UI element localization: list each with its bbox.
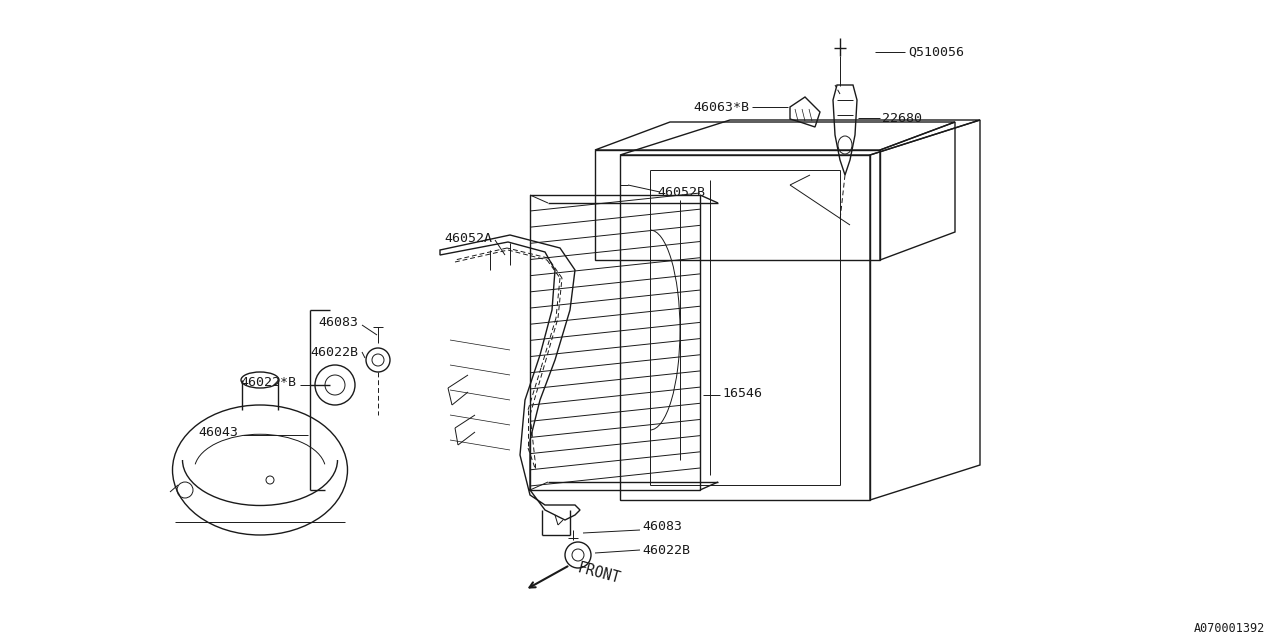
Text: Q510056: Q510056 [908, 45, 964, 58]
Text: FRONT: FRONT [576, 561, 622, 587]
Text: 46022B: 46022B [310, 346, 358, 358]
Text: 46083: 46083 [643, 520, 682, 534]
Text: 46022*B: 46022*B [241, 376, 296, 388]
Text: 22680: 22680 [882, 111, 922, 125]
Text: A070001392: A070001392 [1194, 621, 1265, 634]
Text: 46063*B: 46063*B [692, 100, 749, 113]
Text: 46052B: 46052B [657, 186, 705, 198]
Text: 16546: 16546 [722, 387, 762, 399]
Text: 46043: 46043 [198, 426, 238, 438]
Circle shape [266, 476, 274, 484]
Text: 46052A: 46052A [444, 232, 492, 244]
Text: 46083: 46083 [317, 316, 358, 328]
Text: 46022B: 46022B [643, 543, 690, 557]
